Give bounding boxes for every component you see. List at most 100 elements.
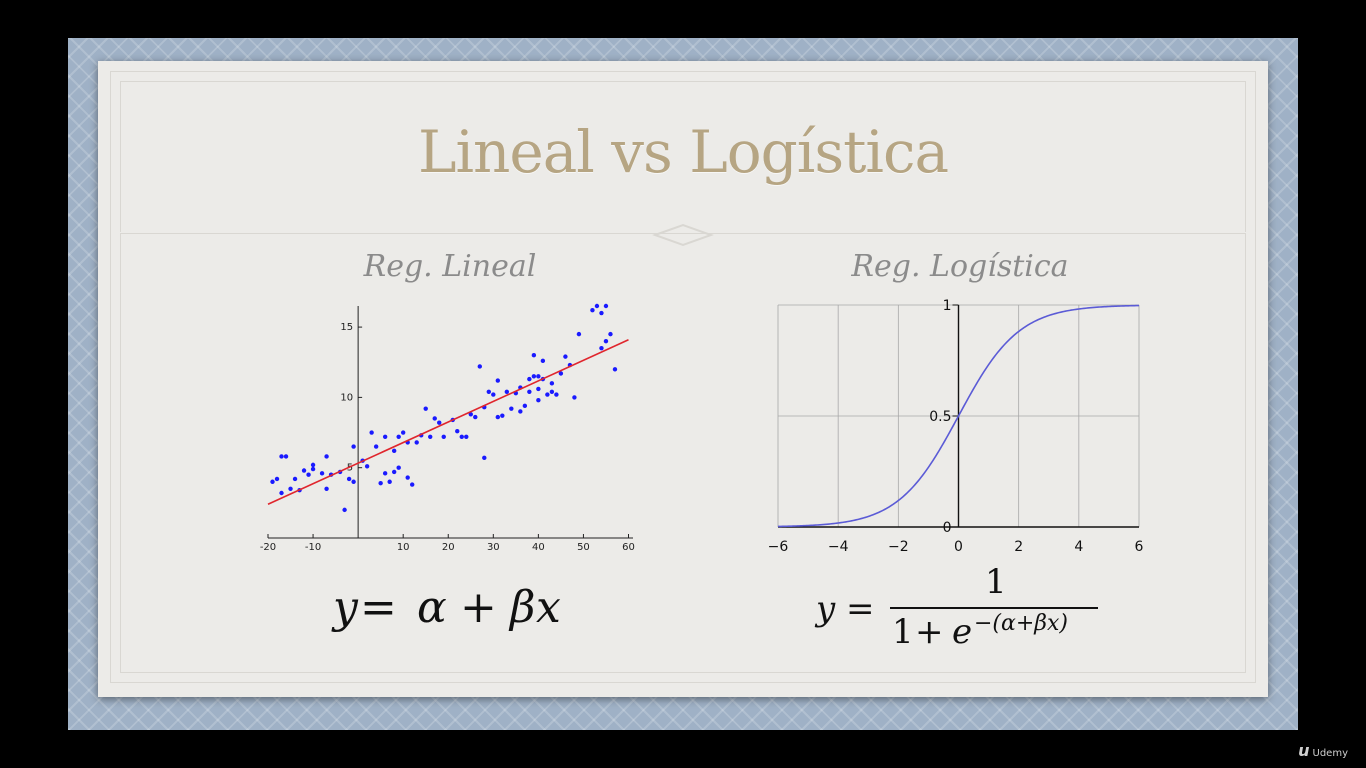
lin-y-tick-label: 10 xyxy=(340,392,353,403)
lin-data-point xyxy=(373,444,379,449)
lin-data-point xyxy=(473,414,478,420)
lin-data-point xyxy=(536,386,541,392)
lin-data-point xyxy=(391,469,397,475)
log-y-tick-label: 1 xyxy=(943,298,952,314)
linear-regression-chart: -20 -10 10 20 30 40 50 60 5 10 15 xyxy=(260,303,635,553)
lin-data-point xyxy=(495,414,501,420)
lin-data-point xyxy=(464,434,469,439)
card-border xyxy=(110,71,1256,683)
eq-lin-beta: β xyxy=(508,582,535,633)
lin-data-point xyxy=(432,416,437,421)
lin-data-point xyxy=(351,479,356,484)
log-x-tick-label: −2 xyxy=(888,539,909,555)
lin-data-point xyxy=(292,476,298,482)
lin-data-point xyxy=(554,392,559,397)
lin-data-point xyxy=(509,406,514,411)
log-sigmoid-curve xyxy=(777,304,1140,528)
lin-data-point xyxy=(351,444,356,449)
eq-lin-plus: + xyxy=(460,582,497,633)
lin-data-point xyxy=(387,479,392,484)
lin-data-point xyxy=(486,389,492,394)
eq-log-den-plus: + xyxy=(915,612,944,652)
lin-data-point xyxy=(270,479,275,484)
udemy-logo: u Udemy xyxy=(1298,741,1348,760)
log-x-tick-label: −4 xyxy=(828,539,849,555)
lin-data-point xyxy=(536,374,541,379)
lin-data-point xyxy=(455,428,460,434)
lin-data-point xyxy=(279,490,284,496)
lin-data-point xyxy=(319,471,325,476)
lin-x-tick-label: 40 xyxy=(532,542,545,553)
lin-data-point xyxy=(590,308,595,313)
divider-ornament xyxy=(652,223,714,247)
lin-data-point xyxy=(599,310,604,316)
lin-data-point xyxy=(342,507,347,513)
lin-data-point xyxy=(612,367,618,372)
lin-data-point xyxy=(306,472,311,477)
lin-data-point xyxy=(477,364,482,369)
slide-card xyxy=(98,61,1268,697)
lin-data-point xyxy=(536,398,541,403)
log-x-tick-label: 4 xyxy=(1074,539,1083,555)
lin-data-point xyxy=(495,378,501,383)
lin-x-tick-label: 60 xyxy=(622,542,635,553)
lin-data-point xyxy=(549,389,555,394)
lin-data-point xyxy=(545,392,550,397)
lin-y-tick-label: 15 xyxy=(340,322,353,333)
lin-data-point xyxy=(603,338,609,344)
lin-data-point xyxy=(378,480,383,486)
lin-data-point xyxy=(274,476,280,482)
lin-data-point xyxy=(527,376,532,382)
lin-data-point xyxy=(428,434,433,439)
title-panel xyxy=(120,81,1246,232)
eq-lin-alpha: α xyxy=(417,582,447,633)
eq-log-exponent: −(α+βx) xyxy=(974,611,1068,636)
lin-data-point xyxy=(400,430,406,435)
lin-data-point xyxy=(283,454,289,459)
lin-data-point xyxy=(572,395,577,400)
lin-data-point xyxy=(522,403,528,409)
lin-data-point xyxy=(549,381,555,386)
lin-data-point xyxy=(310,462,316,468)
lin-x-tick-label: 30 xyxy=(487,542,500,553)
lin-data-point xyxy=(482,455,487,461)
linear-equation: y = α + β x xyxy=(331,582,561,633)
lin-data-point xyxy=(527,389,532,394)
eq-lin-equals: = xyxy=(360,582,397,633)
eq-log-equals: = xyxy=(846,589,875,629)
lin-data-point xyxy=(531,374,537,379)
logistic-regression-chart: −6 −4 −2 0 2 4 6 0 0.5 1 xyxy=(768,298,1144,555)
lin-data-point xyxy=(310,466,316,472)
lin-data-point xyxy=(423,406,428,411)
body-panel xyxy=(120,233,1246,673)
lin-data-point xyxy=(437,420,442,425)
lin-data-point xyxy=(279,454,284,459)
lin-data-point xyxy=(599,345,604,351)
log-x-tick-label: 0 xyxy=(954,539,963,555)
eq-log-e: e xyxy=(952,612,972,652)
lin-x-tick-label: -10 xyxy=(305,542,321,553)
lin-x-tick-label: -20 xyxy=(260,542,276,553)
logistic-chart-subtitle: Reg. Logística xyxy=(851,249,1069,284)
lin-data-point xyxy=(369,430,374,435)
lin-data-point xyxy=(603,303,609,309)
lin-data-point xyxy=(409,482,415,487)
lin-data-point xyxy=(441,434,446,439)
log-y-tick-label: 0 xyxy=(943,520,952,536)
lin-data-point xyxy=(459,434,464,439)
eq-lin-x: x xyxy=(536,582,561,633)
log-x-tick-label: 2 xyxy=(1014,539,1023,555)
lin-data-point xyxy=(576,331,582,337)
lin-data-point xyxy=(396,465,401,470)
lin-x-tick-label: 50 xyxy=(577,542,590,553)
eq-log-y: y xyxy=(814,589,836,629)
lin-data-point xyxy=(531,353,537,358)
lin-data-point xyxy=(504,389,510,394)
logistic-equation: y = 1 1 + e −(α+βx) xyxy=(814,562,1098,652)
lin-data-point xyxy=(405,475,410,480)
log-x-tick-label: 6 xyxy=(1135,539,1144,555)
lin-data-point xyxy=(288,486,293,491)
lin-data-point xyxy=(468,412,473,417)
lin-data-point xyxy=(563,354,568,359)
